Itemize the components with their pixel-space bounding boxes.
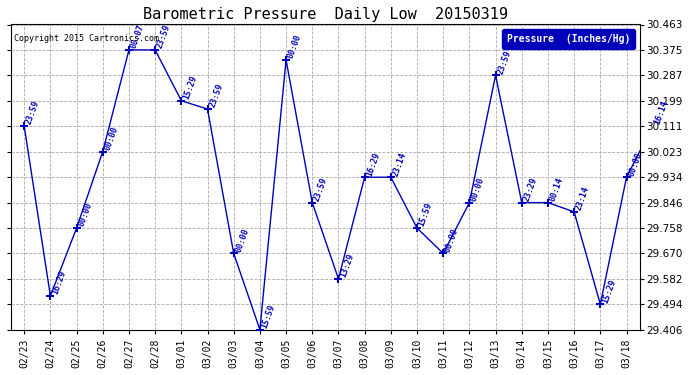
Text: 23:59: 23:59 [208, 82, 224, 109]
Text: 23:14: 23:14 [391, 151, 408, 177]
Text: Copyright 2015 Cartronics.com: Copyright 2015 Cartronics.com [14, 34, 159, 43]
Text: 16:29: 16:29 [364, 151, 382, 177]
Text: 00:00: 00:00 [286, 33, 303, 60]
Text: 13:29: 13:29 [339, 252, 355, 279]
Text: 15:59: 15:59 [260, 303, 277, 330]
Title: Barometric Pressure  Daily Low  20150319: Barometric Pressure Daily Low 20150319 [143, 7, 508, 22]
Text: 00:07: 00:07 [129, 23, 146, 50]
Text: 23:29: 23:29 [522, 176, 539, 203]
Text: 00:00: 00:00 [234, 227, 250, 254]
Text: 15:29: 15:29 [181, 74, 198, 101]
Text: 23:59: 23:59 [155, 23, 172, 50]
Text: 23:59: 23:59 [313, 176, 329, 203]
Text: 15:29: 15:29 [600, 278, 618, 304]
Text: 00:00: 00:00 [627, 151, 644, 177]
Text: 23:59: 23:59 [495, 49, 513, 75]
Text: 00:00: 00:00 [443, 227, 460, 254]
Text: 23:59: 23:59 [24, 99, 41, 126]
Text: 00:00: 00:00 [469, 176, 486, 203]
Text: 00:00: 00:00 [103, 125, 120, 152]
Text: 00:00: 00:00 [77, 201, 94, 228]
Text: 15:59: 15:59 [417, 201, 434, 228]
Text: 16:29: 16:29 [50, 269, 68, 296]
Text: 00:14: 00:14 [548, 176, 565, 203]
Text: 23:14: 23:14 [574, 185, 591, 212]
Text: 16:14: 16:14 [653, 99, 670, 126]
Legend: Pressure  (Inches/Hg): Pressure (Inches/Hg) [502, 29, 635, 49]
